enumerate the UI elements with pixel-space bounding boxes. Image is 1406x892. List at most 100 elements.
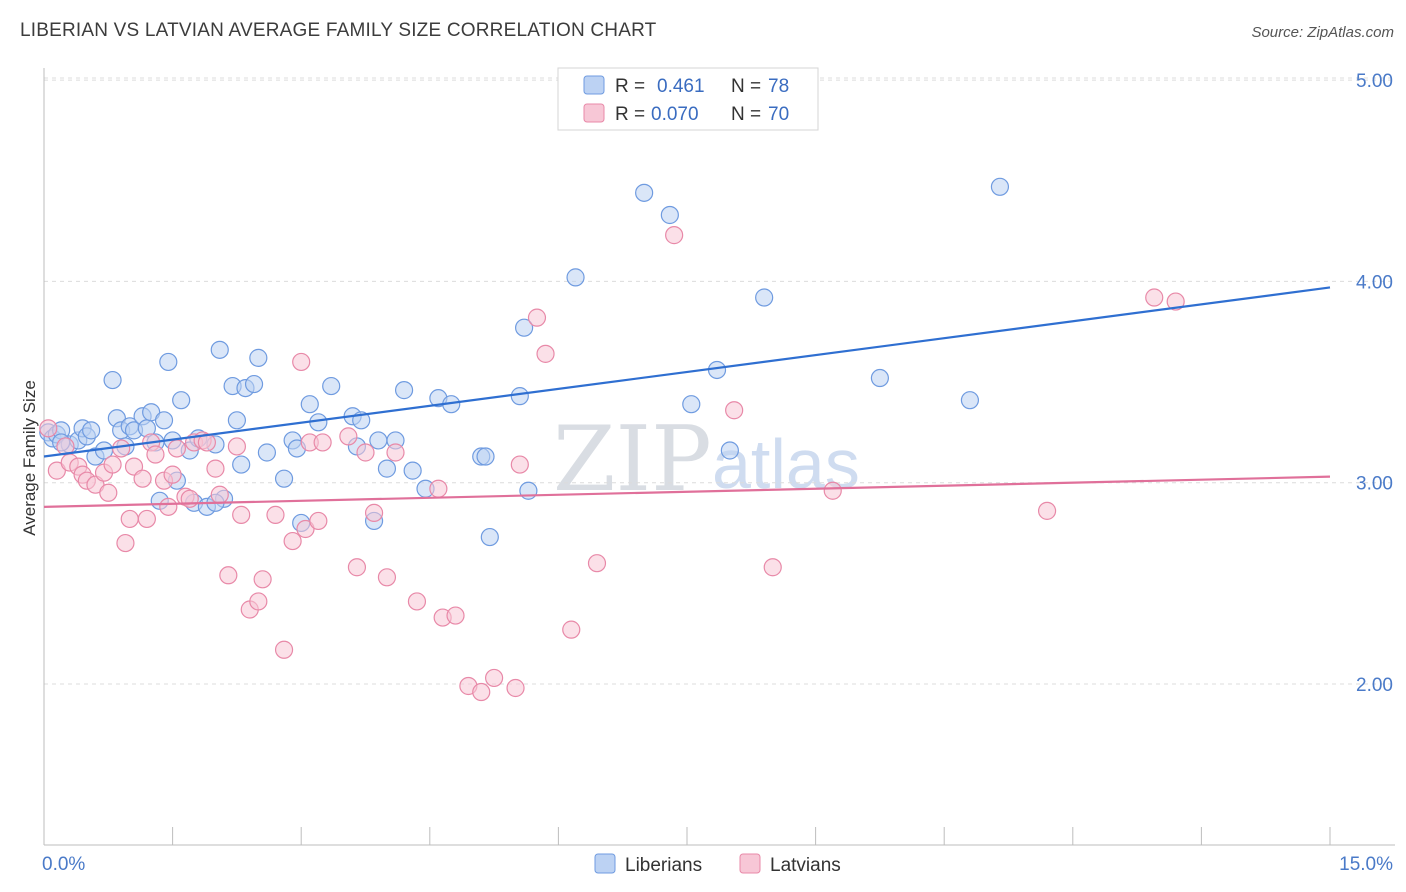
point-latvians-53 xyxy=(446,606,465,625)
point-liberians-22 xyxy=(154,411,174,430)
point-latvians-66 xyxy=(823,481,842,500)
legend-r-label-1: R = xyxy=(615,76,645,97)
point-latvians-42 xyxy=(309,511,328,531)
point-latvians-47 xyxy=(364,503,384,522)
point-liberians-71 xyxy=(720,441,739,460)
legend-r-value-2: 0.070 xyxy=(651,104,699,125)
point-latvians-45 xyxy=(347,558,367,577)
point-latvians-43 xyxy=(313,433,332,452)
point-latvians-0 xyxy=(39,419,58,438)
point-latvians-10 xyxy=(103,455,122,474)
y-tick-label-0: 2.00 xyxy=(1356,675,1393,696)
point-liberians-39 xyxy=(249,348,268,367)
point-latvians-22 xyxy=(167,439,186,458)
point-liberians-19 xyxy=(142,403,161,422)
point-latvians-28 xyxy=(206,459,225,478)
chart-title: LIBERIAN VS LATVIAN AVERAGE FAMILY SIZE … xyxy=(20,20,657,41)
point-liberians-32 xyxy=(210,340,229,359)
watermark-zip: ZIP xyxy=(553,407,712,512)
legend-n-value-1: 78 xyxy=(768,76,789,97)
point-latvians-37 xyxy=(274,640,294,659)
point-liberians-52 xyxy=(369,431,388,450)
y-tick-label-2: 4.00 xyxy=(1356,272,1393,293)
point-latvians-69 xyxy=(1166,292,1185,311)
point-latvians-50 xyxy=(407,592,427,611)
point-latvians-49 xyxy=(386,443,405,462)
point-latvians-58 xyxy=(510,455,529,474)
point-liberians-69 xyxy=(682,395,701,414)
trendline-latvians xyxy=(43,475,1331,508)
bottom-legend-swatch-latvians xyxy=(739,853,761,874)
watermark: ZIP atlas xyxy=(553,407,860,512)
point-liberians-38 xyxy=(244,374,264,394)
point-liberians-11 xyxy=(103,370,122,390)
point-latvians-11 xyxy=(112,439,131,458)
x-axis-ticks: 0.0% 15.0% xyxy=(42,827,1393,875)
point-liberians-56 xyxy=(403,461,422,480)
point-liberians-26 xyxy=(172,391,191,410)
point-liberians-72 xyxy=(755,288,774,307)
point-latvians-13 xyxy=(120,509,139,529)
point-latvians-38 xyxy=(283,531,302,551)
point-latvians-29 xyxy=(210,485,229,504)
point-latvians-21 xyxy=(163,465,182,484)
point-latvians-64 xyxy=(725,401,744,420)
bottom-legend-swatch-liberians xyxy=(594,853,616,874)
point-latvians-51 xyxy=(429,479,448,498)
point-latvians-18 xyxy=(146,445,165,464)
point-liberians-73 xyxy=(870,368,890,388)
legend-r-label-2: R = xyxy=(615,104,645,125)
source-credit: Source: ZipAtlas.com xyxy=(1251,24,1394,41)
point-liberians-35 xyxy=(227,411,246,430)
point-liberians-61 xyxy=(476,447,495,466)
x-tick-label-0: 0.0% xyxy=(42,854,85,875)
point-latvians-59 xyxy=(527,308,547,327)
point-liberians-55 xyxy=(394,381,414,400)
trendline-liberians xyxy=(43,286,1331,458)
point-latvians-65 xyxy=(763,558,782,577)
series-legend: Liberians Latvians xyxy=(594,853,841,876)
y-axis-label: Average Family Size xyxy=(20,380,39,536)
point-latvians-36 xyxy=(266,505,285,524)
point-latvians-61 xyxy=(562,620,581,639)
x-tick-label-1: 15.0% xyxy=(1339,854,1393,875)
point-liberians-63 xyxy=(510,387,529,406)
point-liberians-8 xyxy=(82,421,101,440)
y-axis-ticks: 2.00 3.00 4.00 5.00 xyxy=(1356,71,1393,696)
point-latvians-46 xyxy=(356,443,375,462)
point-latvians-15 xyxy=(133,469,152,488)
bottom-legend-label-liberians: Liberians xyxy=(625,855,702,876)
y-tick-label-3: 5.00 xyxy=(1356,71,1393,92)
legend-n-label-1: N = xyxy=(731,76,761,97)
point-latvians-55 xyxy=(472,682,491,702)
point-latvians-62 xyxy=(587,554,607,573)
point-liberians-66 xyxy=(566,268,585,287)
y-tick-label-1: 3.00 xyxy=(1356,474,1393,495)
point-liberians-62 xyxy=(480,527,499,547)
legend-swatch-latvians xyxy=(583,103,605,123)
point-latvians-44 xyxy=(339,427,358,446)
legend-n-label-2: N = xyxy=(731,104,761,125)
point-latvians-31 xyxy=(227,437,246,456)
point-liberians-67 xyxy=(635,183,654,202)
point-latvians-1 xyxy=(47,461,66,480)
point-latvians-48 xyxy=(377,568,397,587)
point-latvians-24 xyxy=(180,489,199,508)
point-latvians-9 xyxy=(99,483,118,502)
point-latvians-30 xyxy=(219,566,238,585)
point-latvians-63 xyxy=(665,226,684,245)
point-liberians-40 xyxy=(257,443,277,462)
point-liberians-75 xyxy=(990,177,1010,196)
point-latvians-27 xyxy=(197,433,216,452)
legend-r-value-1: 0.461 xyxy=(657,76,705,97)
correlation-legend: R = 0.461 N = 78 R = 0.070 N = 70 xyxy=(557,67,819,131)
legend-swatch-liberians xyxy=(583,75,605,95)
point-latvians-32 xyxy=(232,505,251,524)
point-liberians-70 xyxy=(707,360,727,380)
point-liberians-23 xyxy=(159,352,178,372)
point-liberians-68 xyxy=(660,205,679,225)
point-latvians-34 xyxy=(249,592,268,611)
point-latvians-39 xyxy=(292,352,311,372)
point-latvians-35 xyxy=(253,570,272,589)
